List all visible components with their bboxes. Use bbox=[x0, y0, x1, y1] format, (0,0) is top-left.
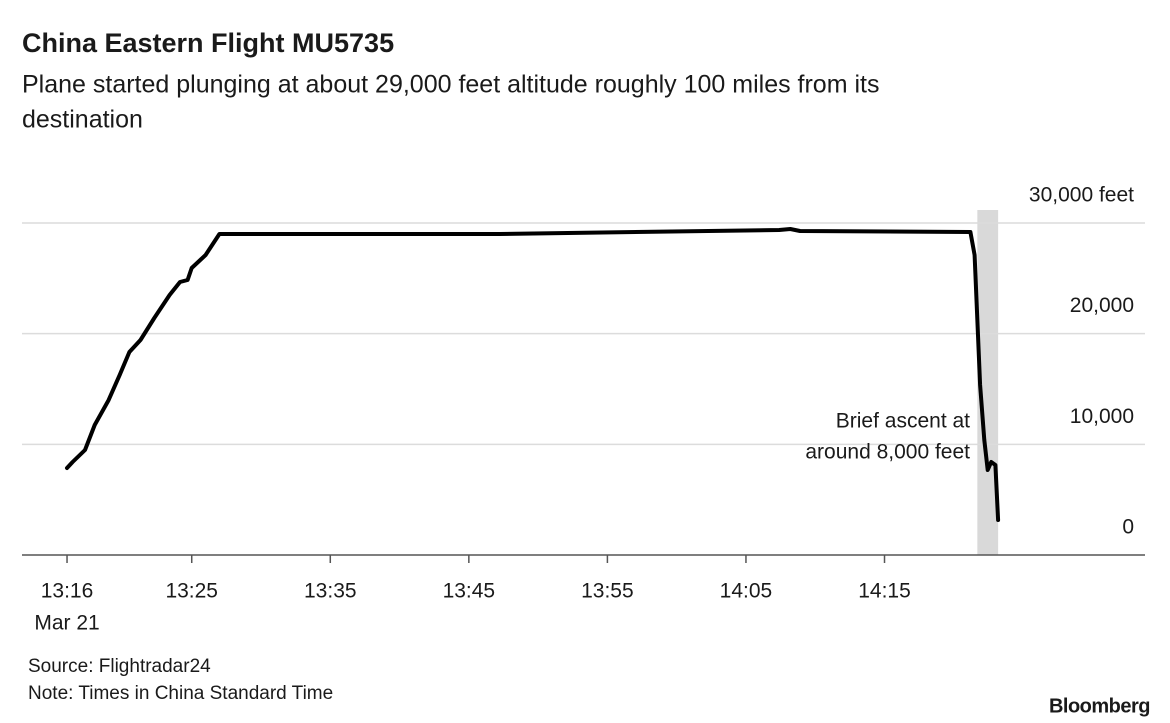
x-tick-label: 14:05 bbox=[720, 580, 773, 603]
credit: Bloomberg bbox=[1049, 695, 1150, 717]
annotation: around 8,000 feet bbox=[805, 441, 970, 464]
x-tick-label: 13:16 bbox=[41, 580, 94, 603]
y-tick-label: 30,000 feet bbox=[1029, 184, 1134, 207]
y-tick-label: 10,000 bbox=[1070, 405, 1134, 428]
chart-title: China Eastern Flight MU5735 bbox=[22, 28, 394, 58]
x-tick-label: 13:35 bbox=[304, 580, 357, 603]
source: Source: Flightradar24 bbox=[28, 656, 211, 677]
x-tick-label: 14:15 bbox=[858, 580, 911, 603]
x-date-label: Mar 21 bbox=[34, 612, 99, 635]
annotation: Brief ascent at bbox=[836, 410, 970, 433]
y-tick-label: 20,000 bbox=[1070, 294, 1134, 317]
altitude-line bbox=[65, 227, 1001, 522]
x-tick-label: 13:55 bbox=[581, 580, 634, 603]
chart-subtitle: destination bbox=[22, 106, 143, 134]
y-tick-label: 0 bbox=[1122, 516, 1134, 539]
x-tick-label: 13:45 bbox=[443, 580, 496, 603]
note: Note: Times in China Standard Time bbox=[28, 683, 333, 704]
x-tick-label: 13:25 bbox=[165, 580, 218, 603]
chart-subtitle: Plane started plunging at about 29,000 f… bbox=[22, 71, 879, 99]
highlight-band bbox=[977, 210, 999, 555]
